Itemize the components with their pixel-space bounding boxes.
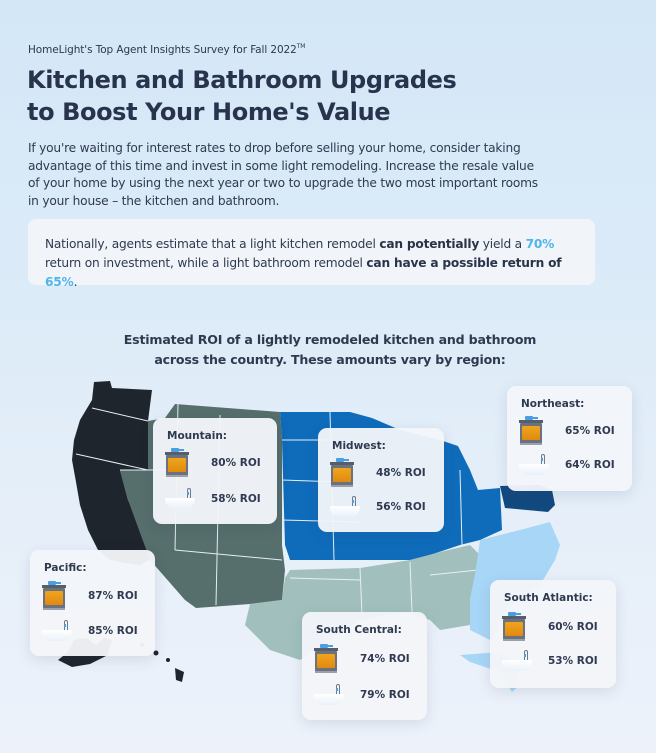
bathroom-roi-row: 85% ROI bbox=[42, 620, 138, 642]
kitchen-roi-row: 87% ROI bbox=[42, 581, 138, 611]
bathroom-roi-row: 53% ROI bbox=[502, 650, 598, 672]
bathroom-roi-row: 64% ROI bbox=[519, 454, 615, 476]
callout-text: Nationally, agents estimate that a light… bbox=[45, 237, 380, 251]
callout-text: return on investment, while a light bath… bbox=[45, 256, 367, 270]
region-card-pacific: Pacific: 87% ROI 85% ROI bbox=[30, 550, 155, 656]
bathroom-roi-row: 56% ROI bbox=[330, 496, 426, 518]
callout-bold: can potentially bbox=[379, 237, 480, 251]
oven-icon bbox=[502, 612, 526, 642]
region-name: Mountain: bbox=[167, 430, 227, 442]
region-name: Pacific: bbox=[44, 562, 87, 574]
kitchen-roi-value: 48% ROI bbox=[376, 467, 426, 479]
callout-bold: can have a possible return of bbox=[366, 256, 562, 270]
kitchen-roi-value: 74% ROI bbox=[360, 653, 410, 665]
oven-icon bbox=[519, 416, 543, 446]
bathroom-roi-value: 53% ROI bbox=[548, 655, 598, 667]
map-caption: Estimated ROI of a lightly remodeled kit… bbox=[100, 330, 560, 370]
bathroom-roi-value: 58% ROI bbox=[211, 493, 261, 505]
kitchen-roi-value: 87% ROI bbox=[88, 590, 138, 602]
bathroom-roi-value: 79% ROI bbox=[360, 689, 410, 701]
bathroom-roi-value: 56% ROI bbox=[376, 501, 426, 513]
trademark-mark: TM bbox=[296, 43, 306, 50]
oven-icon bbox=[165, 448, 189, 478]
bathroom-roi-value: 85% ROI bbox=[88, 625, 138, 637]
bathtub-icon bbox=[519, 454, 549, 476]
oven-icon bbox=[42, 581, 66, 611]
kitchen-roi-row: 74% ROI bbox=[314, 644, 410, 674]
region-name: South Atlantic: bbox=[504, 592, 593, 604]
bathroom-roi-row: 58% ROI bbox=[165, 488, 261, 510]
us-region-map: Mountain: 80% ROI 58% ROI Midwest: 48% R… bbox=[0, 370, 656, 753]
national-roi-callout: Nationally, agents estimate that a light… bbox=[28, 219, 595, 289]
oven-icon bbox=[314, 644, 338, 674]
kitchen-roi-value: 80% ROI bbox=[211, 457, 261, 469]
region-card-south-central: South Central: 74% ROI 79% ROI bbox=[302, 612, 427, 720]
region-card-northeast: Northeast: 65% ROI 64% ROI bbox=[507, 386, 632, 491]
bathtub-icon bbox=[165, 488, 195, 510]
kitchen-roi-value: 65% ROI bbox=[565, 425, 615, 437]
bathtub-icon bbox=[314, 684, 344, 706]
bathtub-icon bbox=[330, 496, 360, 518]
bathroom-roi-value: 64% ROI bbox=[565, 459, 615, 471]
kitchen-roi-row: 60% ROI bbox=[502, 612, 598, 642]
region-name: Midwest: bbox=[332, 440, 386, 452]
title-line-1: Kitchen and Bathroom Upgrades bbox=[27, 66, 457, 94]
kitchen-roi-row: 65% ROI bbox=[519, 416, 615, 446]
oven-icon bbox=[330, 458, 354, 488]
kitchen-roi-row: 80% ROI bbox=[165, 448, 261, 478]
survey-kicker: HomeLight's Top Agent Insights Survey fo… bbox=[28, 43, 305, 56]
callout-text: . bbox=[73, 275, 78, 289]
region-card-midwest: Midwest: 48% ROI 56% ROI bbox=[318, 428, 444, 532]
page-title: Kitchen and Bathroom Upgrades to Boost Y… bbox=[27, 64, 547, 128]
region-name: South Central: bbox=[316, 624, 402, 636]
region-card-south-atlantic: South Atlantic: 60% ROI 53% ROI bbox=[490, 580, 616, 688]
intro-paragraph: If you're waiting for interest rates to … bbox=[28, 141, 538, 208]
caption-line-1: Estimated ROI of a lightly remodeled kit… bbox=[123, 332, 537, 347]
bathtub-icon bbox=[42, 620, 72, 642]
kicker-text: HomeLight's Top Agent Insights Survey fo… bbox=[28, 44, 297, 56]
national-kitchen-roi: 70% bbox=[525, 237, 555, 251]
bathroom-roi-row: 79% ROI bbox=[314, 684, 410, 706]
region-card-mountain: Mountain: 80% ROI 58% ROI bbox=[153, 418, 277, 524]
title-line-2: to Boost Your Home's Value bbox=[27, 98, 391, 126]
region-northeast-shape bbox=[500, 485, 555, 512]
region-pacific-shape bbox=[72, 381, 152, 565]
kitchen-roi-value: 60% ROI bbox=[548, 621, 598, 633]
bathtub-icon bbox=[502, 650, 532, 672]
region-name: Northeast: bbox=[521, 398, 585, 410]
national-bathroom-roi: 65% bbox=[45, 275, 74, 289]
kitchen-roi-row: 48% ROI bbox=[330, 458, 426, 488]
callout-text: yield a bbox=[479, 237, 526, 251]
caption-line-2: across the country. These amounts vary b… bbox=[154, 352, 506, 367]
